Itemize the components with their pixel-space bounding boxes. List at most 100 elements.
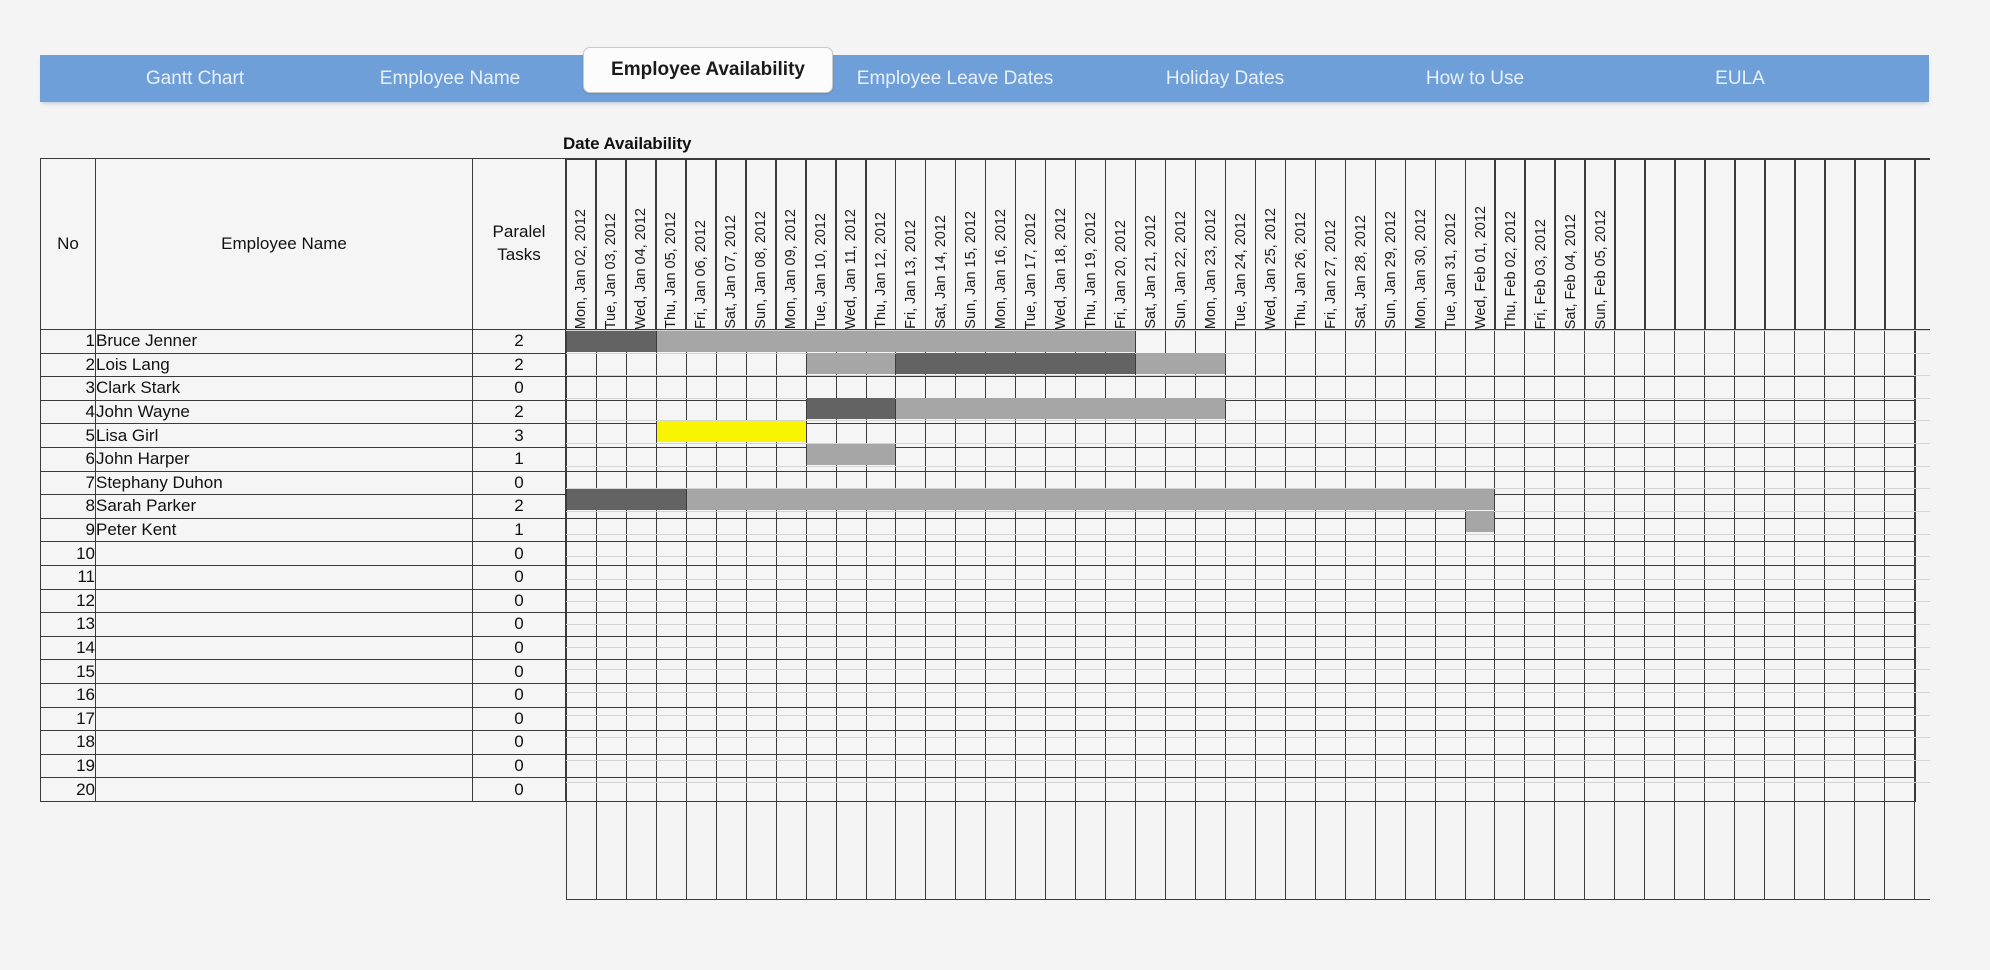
tab-how-to-use[interactable]: How to Use <box>1395 55 1555 102</box>
row-number: 6 <box>40 446 96 472</box>
table-row[interactable]: 13 0 <box>40 612 1916 637</box>
table-row[interactable]: 6 John Harper 1 <box>40 446 1916 472</box>
employee-name-cell[interactable] <box>95 588 473 614</box>
paralel-tasks-cell[interactable]: 2 <box>472 329 566 354</box>
paralel-tasks-cell[interactable]: 0 <box>472 777 566 802</box>
paralel-tasks-cell[interactable]: 2 <box>472 352 566 378</box>
table-row[interactable]: 18 0 <box>40 730 1916 755</box>
date-gridline <box>1853 158 1855 900</box>
table-row[interactable]: 16 0 <box>40 682 1916 708</box>
paralel-tasks-cell[interactable]: 2 <box>472 399 566 425</box>
employee-name-cell[interactable]: Sarah Parker <box>95 494 473 519</box>
date-gridline <box>1644 158 1646 900</box>
paralel-tasks-line2: Tasks <box>497 245 541 264</box>
date-gridline <box>1075 158 1077 900</box>
date-column-header: Thu, Jan 19, 2012 <box>1075 158 1106 330</box>
table-row[interactable]: 2 Lois Lang 2 <box>40 352 1916 378</box>
tab-employee-leave-dates[interactable]: Employee Leave Dates <box>840 55 1070 102</box>
table-row[interactable]: 20 0 <box>40 777 1916 802</box>
date-column-header: Sat, Jan 14, 2012 <box>925 158 956 330</box>
employee-name-cell[interactable] <box>95 541 473 566</box>
date-column-header: Sun, Jan 22, 2012 <box>1165 158 1196 330</box>
employee-name-cell[interactable] <box>95 612 473 637</box>
table-row[interactable]: 11 0 <box>40 564 1916 590</box>
table-row[interactable]: 10 0 <box>40 541 1916 566</box>
row-gridline <box>566 375 1930 377</box>
date-gridline <box>1015 158 1017 900</box>
paralel-tasks-cell[interactable]: 0 <box>472 612 566 637</box>
paralel-tasks-cell[interactable]: 0 <box>472 470 566 496</box>
date-gridline <box>1494 158 1496 900</box>
paralel-tasks-cell[interactable]: 1 <box>472 517 566 543</box>
tab-employee-name[interactable]: Employee Name <box>350 55 550 102</box>
date-gridline <box>1823 158 1825 900</box>
paralel-tasks-cell[interactable]: 0 <box>472 564 566 590</box>
employee-name-cell[interactable]: Lisa Girl <box>95 423 473 448</box>
date-gridline <box>1105 158 1107 900</box>
employee-name-cell[interactable] <box>95 706 473 732</box>
date-column-header: Fri, Jan 27, 2012 <box>1315 158 1346 330</box>
chart-header-bottom-border <box>566 329 1930 330</box>
tab-label: How to Use <box>1425 67 1525 89</box>
employee-name-cell[interactable]: Stephany Duhon <box>95 470 473 496</box>
employee-name-cell[interactable] <box>95 659 473 684</box>
date-column-header: Tue, Jan 10, 2012 <box>805 158 836 330</box>
row-gridline <box>566 533 1930 535</box>
paralel-tasks-cell[interactable]: 0 <box>472 376 566 401</box>
employee-name-cell[interactable]: Bruce Jenner <box>95 329 473 354</box>
table-row[interactable]: 12 0 <box>40 588 1916 614</box>
employee-name-cell[interactable] <box>95 753 473 779</box>
employee-name-cell[interactable]: John Wayne <box>95 399 473 425</box>
paralel-tasks-cell[interactable]: 0 <box>472 659 566 684</box>
employee-name-cell[interactable]: Clark Stark <box>95 376 473 401</box>
tab-gantt-chart[interactable]: Gantt Chart <box>110 55 280 102</box>
paralel-tasks-cell[interactable]: 0 <box>472 635 566 661</box>
employee-name-cell[interactable]: John Harper <box>95 446 473 472</box>
tab-employee-availability[interactable]: Employee Availability <box>583 47 833 93</box>
employee-name-cell[interactable] <box>95 564 473 590</box>
row-number: 18 <box>40 730 96 755</box>
date-column-header: Mon, Jan 30, 2012 <box>1405 158 1436 330</box>
row-availability-track <box>565 659 1916 684</box>
empty-date-column-header <box>1855 158 1886 330</box>
paralel-tasks-cell[interactable]: 2 <box>472 494 566 519</box>
row-gridline <box>566 352 1930 354</box>
date-column-header: Wed, Feb 01, 2012 <box>1465 158 1496 330</box>
table-row[interactable]: 3 Clark Stark 0 <box>40 376 1916 401</box>
row-gridline <box>566 759 1930 761</box>
table-row[interactable]: 14 0 <box>40 635 1916 661</box>
date-gridline <box>1434 158 1436 900</box>
paralel-tasks-cell[interactable]: 0 <box>472 730 566 755</box>
paralel-tasks-cell[interactable]: 3 <box>472 423 566 448</box>
tab-label: EULA <box>1715 67 1765 89</box>
date-gridline <box>925 158 927 900</box>
employee-name-cell[interactable] <box>95 682 473 708</box>
column-header-no: No <box>40 158 96 330</box>
employee-name-cell[interactable] <box>95 777 473 802</box>
employee-name-cell[interactable] <box>95 730 473 755</box>
row-number: 3 <box>40 376 96 401</box>
date-column-header: Tue, Jan 24, 2012 <box>1225 158 1256 330</box>
date-gridline <box>1135 158 1137 900</box>
employee-name-cell[interactable] <box>95 635 473 661</box>
paralel-tasks-cell[interactable]: 0 <box>472 588 566 614</box>
table-row[interactable]: 15 0 <box>40 659 1916 684</box>
row-gridline <box>566 646 1930 648</box>
row-gridline <box>566 691 1930 693</box>
paralel-tasks-cell[interactable]: 0 <box>472 541 566 566</box>
employee-name-cell[interactable]: Lois Lang <box>95 352 473 378</box>
paralel-tasks-cell[interactable]: 0 <box>472 706 566 732</box>
tab-holiday-dates[interactable]: Holiday Dates <box>1135 55 1315 102</box>
paralel-tasks-cell[interactable]: 1 <box>472 446 566 472</box>
tab-eula[interactable]: EULA <box>1680 55 1800 102</box>
employee-name-cell[interactable]: Peter Kent <box>95 517 473 543</box>
paralel-tasks-cell[interactable]: 0 <box>472 753 566 779</box>
column-header-employee-name: Employee Name <box>95 158 473 330</box>
date-column-header: Fri, Feb 03, 2012 <box>1525 158 1556 330</box>
table-row[interactable]: 9 Peter Kent 1 <box>40 517 1916 543</box>
date-gridline <box>1793 158 1795 900</box>
row-number: 15 <box>40 659 96 684</box>
paralel-tasks-cell[interactable]: 0 <box>472 682 566 708</box>
tab-label: Employee Name <box>379 67 521 89</box>
tab-label: Gantt Chart <box>145 67 245 89</box>
